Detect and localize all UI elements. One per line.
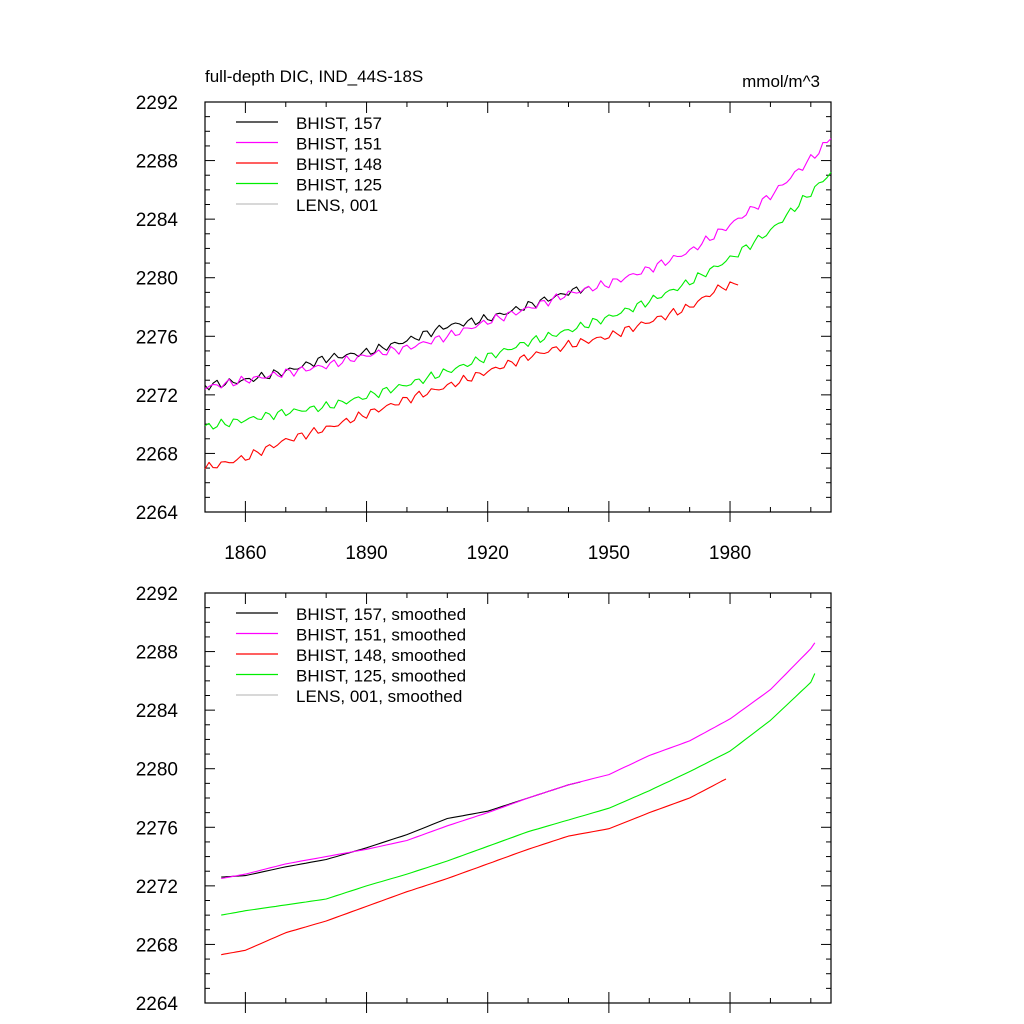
- legend-label: BHIST, 148: [296, 155, 382, 174]
- x-tick-label: 1980: [709, 543, 751, 564]
- y-tick-label: 2280: [136, 760, 178, 781]
- units-label: mmol/m^3: [742, 72, 820, 91]
- x-tick-label: 1890: [345, 543, 387, 564]
- x-tick-label: 1860: [224, 543, 266, 564]
- y-tick-label: 2280: [136, 269, 178, 290]
- top-panel: 2264 2268 2272 2276 2280 2284 2288 2292 1860 1890…: [136, 93, 832, 564]
- y-tick-label: 2288: [136, 643, 178, 664]
- series-line: [221, 673, 816, 916]
- legend-label: BHIST, 151, smoothed: [296, 626, 466, 645]
- series-line: [221, 781, 581, 878]
- legend-label: BHIST, 151: [296, 135, 382, 154]
- legend-label: BHIST, 157, smoothed: [296, 605, 466, 624]
- legend-label: LENS, 001, smoothed: [296, 687, 462, 706]
- y-tick-label: 2276: [136, 327, 178, 348]
- chart-title: full-depth DIC, IND_44S-18S: [205, 67, 423, 86]
- y-tick-label: 2264: [136, 994, 179, 1015]
- y-tick-label: 2284: [136, 210, 179, 231]
- series-line: [221, 778, 727, 956]
- legend-label: BHIST, 125: [296, 176, 382, 195]
- legend-label: BHIST, 125, smoothed: [296, 667, 466, 686]
- y-tick-label: 2268: [136, 935, 178, 956]
- series-line: [204, 138, 832, 390]
- y-tick-label: 2284: [136, 701, 179, 722]
- x-tick-label: 1920: [467, 543, 509, 564]
- y-tick-label: 2272: [136, 386, 178, 407]
- x-tick-label: 1950: [588, 543, 630, 564]
- y-tick-label: 2272: [136, 877, 178, 898]
- series-line: [204, 286, 589, 391]
- legend-label: LENS, 001: [296, 196, 378, 215]
- y-tick-label: 2276: [136, 818, 178, 839]
- y-tick-label: 2292: [136, 93, 178, 114]
- series-line: [221, 642, 816, 880]
- y-tick-label: 2288: [136, 152, 178, 173]
- bottom-panel: 2264 2268 2272 2276 2280 2284 2288 2292 BHIST, 1…: [136, 584, 832, 1015]
- series-line: [204, 171, 832, 430]
- y-tick-label: 2292: [136, 584, 178, 605]
- y-tick-label: 2268: [136, 444, 178, 465]
- y-tick-label: 2264: [136, 503, 179, 524]
- legend-label: BHIST, 148, smoothed: [296, 646, 466, 665]
- series-line: [204, 281, 739, 470]
- legend-label: BHIST, 157: [296, 114, 382, 133]
